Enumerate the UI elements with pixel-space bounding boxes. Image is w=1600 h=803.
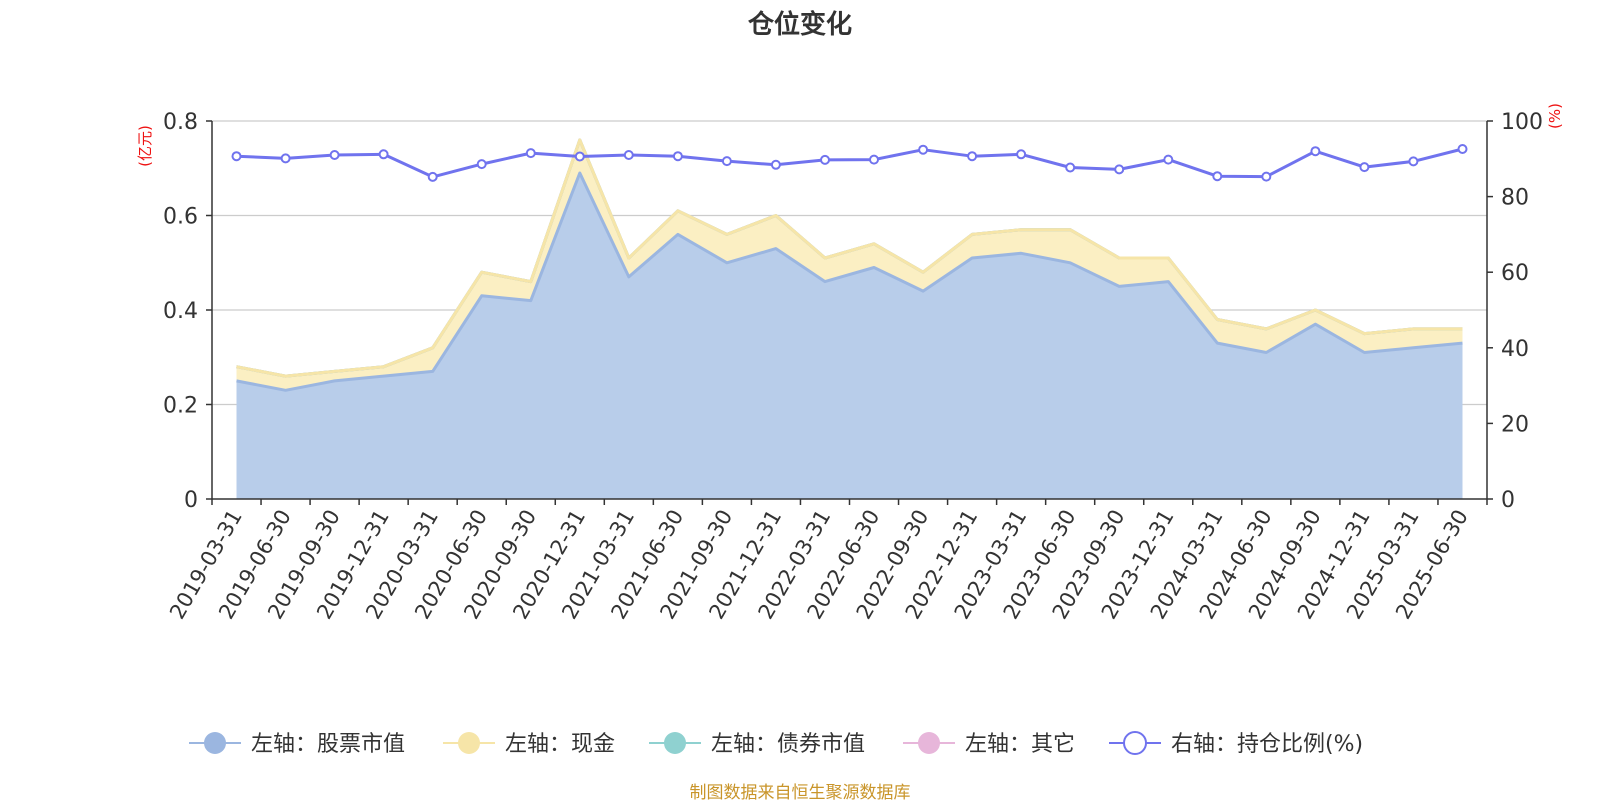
ratio-point — [1457, 144, 1468, 154]
legend-item[interactable]: 左轴：现金 — [443, 732, 615, 757]
legend-marker-icon — [204, 732, 226, 754]
legend-item[interactable]: 左轴：股票市值 — [189, 732, 405, 757]
ratio-point — [1163, 154, 1174, 165]
right-tick-label: 0 — [1501, 488, 1515, 513]
legend-label: 左轴：现金 — [505, 732, 615, 757]
ratio-point — [869, 154, 879, 165]
area-line — [236, 138, 1463, 378]
ratio-point — [967, 151, 978, 162]
legend: 左轴：股票市值 左轴：现金 左轴：债券市值 左轴：其它 右轴：持仓比例(%) — [189, 731, 1363, 757]
data-source-note: 制图数据来自恒生聚源数据库 — [689, 783, 911, 803]
ratio-point — [1016, 149, 1027, 160]
legend-label: 左轴：其它 — [965, 732, 1075, 757]
ratio-line — [236, 147, 1463, 179]
ratio-point — [820, 154, 830, 165]
ratio-point — [574, 151, 585, 162]
left-tick-label: 0.8 — [163, 110, 198, 135]
legend-item[interactable]: 左轴：债券市值 — [649, 732, 865, 757]
left-tick-label: 0.4 — [163, 299, 198, 324]
ratio-point — [231, 151, 242, 162]
ratio-point — [770, 159, 781, 170]
area-series — [236, 138, 1463, 499]
left-axis-unit: (亿元) — [136, 125, 154, 167]
ratio-series — [231, 144, 1468, 182]
left-tick-label: 0.6 — [163, 205, 198, 230]
ratio-point — [378, 149, 389, 160]
legend-marker-icon — [664, 732, 686, 754]
legend-item[interactable]: 右轴：持仓比例(%) — [1109, 731, 1363, 757]
ratio-point — [1359, 162, 1370, 173]
legend-marker-icon — [458, 732, 480, 754]
ratio-point — [1261, 171, 1272, 182]
ratio-point — [329, 150, 340, 160]
area-fill — [236, 173, 1463, 499]
ratio-point — [427, 171, 438, 182]
right-tick-label: 20 — [1501, 412, 1529, 437]
legend-marker-icon — [1123, 731, 1147, 755]
right-tick-label: 80 — [1501, 186, 1529, 211]
legend-label: 左轴：债券市值 — [711, 732, 865, 757]
legend-marker-icon — [918, 732, 940, 754]
ratio-point — [280, 153, 291, 164]
legend-item[interactable]: 左轴：其它 — [903, 732, 1075, 757]
ratio-point — [525, 148, 536, 159]
ratio-point — [1212, 171, 1223, 182]
ratio-point — [672, 151, 683, 162]
legend-label: 右轴：持仓比例(%) — [1171, 732, 1363, 757]
right-tick-label: 40 — [1501, 337, 1529, 362]
area-line — [236, 171, 1463, 392]
left-tick-label: 0 — [184, 488, 198, 513]
right-tick-label: 60 — [1501, 261, 1529, 286]
area-fill — [236, 139, 1463, 391]
legend-label: 左轴：股票市值 — [251, 732, 405, 757]
ratio-point — [1065, 162, 1076, 173]
ratio-point — [721, 156, 732, 167]
ratio-point — [1408, 156, 1419, 167]
ratio-point — [623, 150, 634, 160]
chart-title: 仓位变化 — [747, 9, 852, 40]
left-tick-label: 0.2 — [163, 394, 198, 419]
ratio-point — [918, 144, 929, 155]
ratio-point — [1310, 146, 1321, 157]
ratio-point — [476, 159, 487, 170]
ratio-point — [1114, 164, 1125, 175]
right-tick-label: 100 — [1501, 110, 1543, 135]
right-axis-unit: (%) — [1546, 103, 1564, 129]
